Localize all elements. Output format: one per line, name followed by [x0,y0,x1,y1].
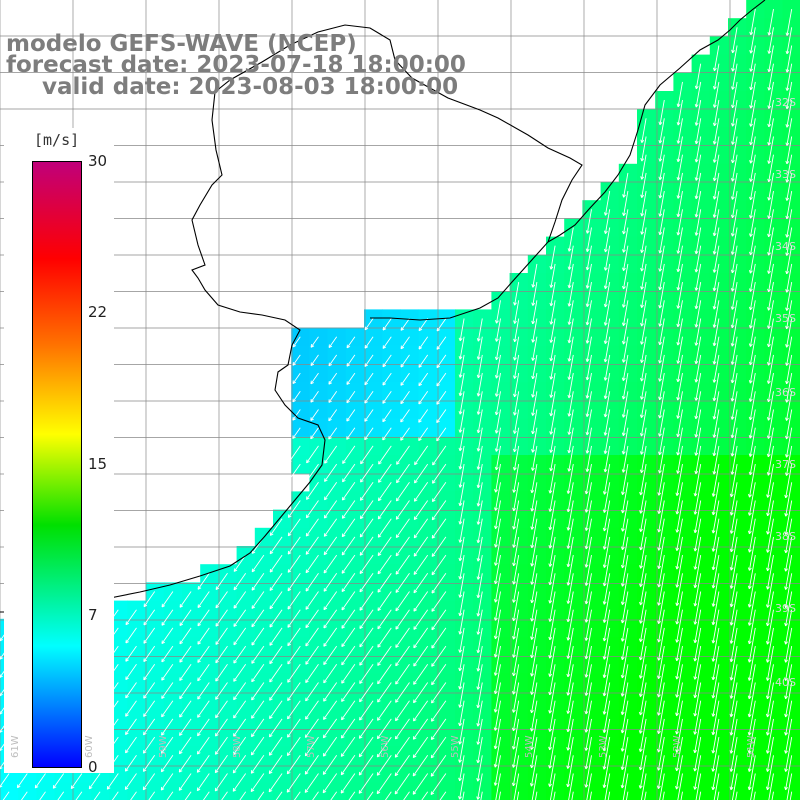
lon-label: 54W [524,735,535,758]
wind-speed-cell [382,783,401,800]
wind-speed-cell [164,783,183,800]
wind-speed-cell [218,783,237,800]
wind-speed-cell [0,783,19,800]
wind-speed-cell [783,783,800,800]
wind-speed-cell [764,783,783,800]
wind-speed-cell [455,783,474,800]
lat-label: 38S [775,530,796,543]
lon-label: 57W [306,735,317,758]
lon-label: 60W [84,735,95,758]
lat-label: 39S [775,602,796,615]
wind-speed-cell [473,783,492,800]
colorbar-gradient [32,161,82,768]
lat-label: 33S [775,168,796,181]
lon-label: 55W [450,735,461,758]
colorbar-tick-7: 7 [88,606,98,624]
wind-speed-cell [710,783,729,800]
colorbar-tick-0: 0 [88,758,98,776]
lat-label: 40S [775,676,796,689]
wind-speed-cell [510,783,529,800]
lon-label: 56W [380,735,391,758]
lat-label: 32S [775,96,796,109]
colorbar-unit: [m/s] [34,131,79,149]
wind-speed-cell [91,783,110,800]
wind-speed-cell [346,783,365,800]
wind-speed-cell [728,783,747,800]
lon-label: 58W [232,735,243,758]
wind-speed-cell [637,783,656,800]
colorbar-legend: [m/s] 30 22 15 7 0 [4,128,114,773]
title-valid-date: valid date: 2023-08-03 18:00:00 [42,75,458,99]
wind-speed-cell [437,783,456,800]
lon-label: 59W [158,735,169,758]
wind-speed-cell [419,783,438,800]
colorbar-tick-15: 15 [88,455,107,473]
lon-label: 61W [10,735,21,758]
wind-speed-cell [400,783,419,800]
wind-speed-cell [73,783,92,800]
wind-speed-cell [109,783,128,800]
wind-speed-cell [328,783,347,800]
wind-speed-cell [200,783,219,800]
wind-speed-cell [364,783,383,800]
wind-speed-cell [55,783,74,800]
wind-speed-cell [127,783,146,800]
lon-label: 53W [598,735,609,758]
wind-speed-cell [18,783,37,800]
lon-label: 51W [746,735,757,758]
wind-speed-cell [146,783,165,800]
lat-label: 37S [775,458,796,471]
wind-speed-cell [655,783,674,800]
colorbar-tick-22: 22 [88,303,107,321]
lat-label: 36S [775,386,796,399]
wind-speed-cell [182,783,201,800]
lon-label: 52W [672,735,683,758]
lat-label: 34S [775,240,796,253]
wind-speed-cell [36,783,55,800]
wind-speed-cell [746,783,765,800]
wind-speed-cell [673,783,692,800]
lat-label: 35S [775,312,796,325]
wind-speed-cell [491,783,510,800]
colorbar-tick-30: 30 [88,152,107,170]
wind-speed-cell [692,783,711,800]
